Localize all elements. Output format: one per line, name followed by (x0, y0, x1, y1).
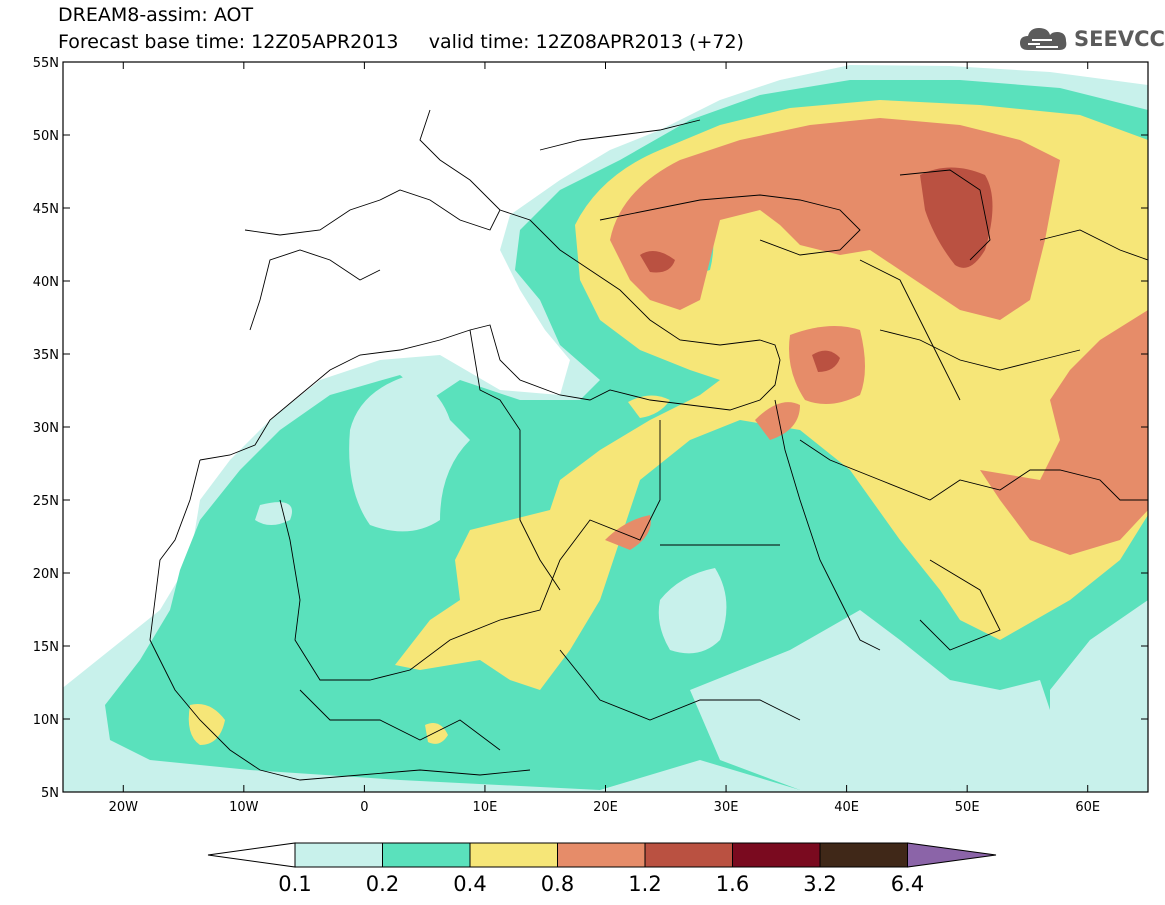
longitude-axis: 20W 10W 0 10E 20E 30E 40E 50E 60E (109, 62, 1100, 815)
colorbar-arrow-high (907, 842, 997, 868)
contour-level-0-4-inner (425, 722, 448, 744)
lat-label: 50N (33, 129, 59, 144)
border (279, 420, 661, 681)
border (919, 559, 1001, 651)
coastline (199, 324, 781, 461)
lon-label: 10W (229, 800, 259, 815)
logo-text: SEEVCCC (1074, 27, 1165, 51)
coastline (149, 459, 531, 781)
latitude-axis: 55N 50N 45N 40N 35N 30N 25N 20N 15N 10N 5N (33, 56, 1148, 801)
lon-label: 60E (1075, 800, 1100, 815)
colorbar-segment (557, 842, 646, 868)
colorbar-label: 6.4 (891, 872, 924, 896)
coastline (244, 109, 501, 236)
contour-level-0-4-inner (188, 704, 225, 745)
border (559, 649, 801, 721)
lon-label: 0 (360, 800, 368, 815)
lon-label: 40E (834, 800, 859, 815)
border (1039, 229, 1148, 261)
lat-label: 25N (33, 494, 59, 509)
colorbar-label: 1.6 (716, 872, 749, 896)
lat-label: 40N (33, 275, 59, 290)
lat-label: 20N (33, 567, 59, 582)
colorbar-segment (732, 842, 821, 868)
contour-level-1-2-inner (812, 350, 840, 372)
contour-level-1-2 (920, 167, 993, 268)
lat-label: 10N (33, 713, 59, 728)
colorbar-segment (469, 842, 558, 868)
contour-level-0-1-inner (658, 568, 727, 654)
borders-layer (149, 109, 1148, 781)
coastline (774, 399, 881, 651)
aot-colorbar: 0.1 0.2 0.4 0.8 1.2 1.6 3.2 6.4 (207, 842, 997, 896)
coastline (599, 194, 861, 256)
lat-label: 30N (33, 421, 59, 436)
coastline (249, 249, 381, 331)
colorbar-label: 0.2 (366, 872, 399, 896)
border (299, 689, 501, 751)
lon-label: 20E (593, 800, 618, 815)
lat-label: 15N (33, 640, 59, 655)
coastline (799, 439, 1148, 501)
forecast-time-line: Forecast base time: 12Z05APR2013 valid t… (58, 31, 744, 53)
lon-label: 20W (109, 800, 139, 815)
colorbar-segment (819, 842, 908, 868)
contour-level-0-1-inner (255, 502, 292, 525)
contour-level-0-8-inner (605, 515, 651, 550)
border (859, 259, 961, 401)
colorbar-label: 3.2 (803, 872, 836, 896)
aot-contour-fields (63, 62, 1148, 792)
seevccc-logo: SEEVCCC (1018, 22, 1165, 56)
lat-label: 55N (33, 56, 59, 71)
lat-label: 35N (33, 348, 59, 363)
border (879, 329, 1081, 371)
colorbar-segment (382, 842, 471, 868)
contour-level-0-8-inner (980, 310, 1148, 555)
cloud-icon (1020, 28, 1067, 50)
colorbar-label: 0.1 (278, 872, 311, 896)
border (539, 119, 701, 151)
lat-label: 45N (33, 202, 59, 217)
lat-label: 5N (41, 786, 59, 801)
colorbar-label: 0.8 (541, 872, 574, 896)
colorbar-segment (294, 842, 383, 868)
colorbar-segment (644, 842, 733, 868)
contour-level-1-2-inner (640, 251, 675, 273)
contour-level-0-1-inner (349, 375, 470, 532)
lon-label: 50E (955, 800, 980, 815)
coastline (499, 209, 761, 346)
colorbar-label: 1.2 (628, 872, 661, 896)
colorbar-label: 0.4 (453, 872, 486, 896)
lon-label: 10E (473, 800, 498, 815)
coastline (899, 169, 991, 261)
lon-label: 30E (714, 800, 739, 815)
contour-level-0-1-inner (690, 610, 1060, 790)
contour-level-0-8-inner (755, 402, 800, 440)
border (469, 329, 561, 591)
map-title: DREAM8-assim: AOT (58, 4, 254, 26)
colorbar-arrow-low (207, 842, 296, 868)
